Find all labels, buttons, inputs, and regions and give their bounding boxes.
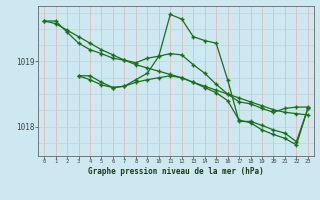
X-axis label: Graphe pression niveau de la mer (hPa): Graphe pression niveau de la mer (hPa) xyxy=(88,167,264,176)
